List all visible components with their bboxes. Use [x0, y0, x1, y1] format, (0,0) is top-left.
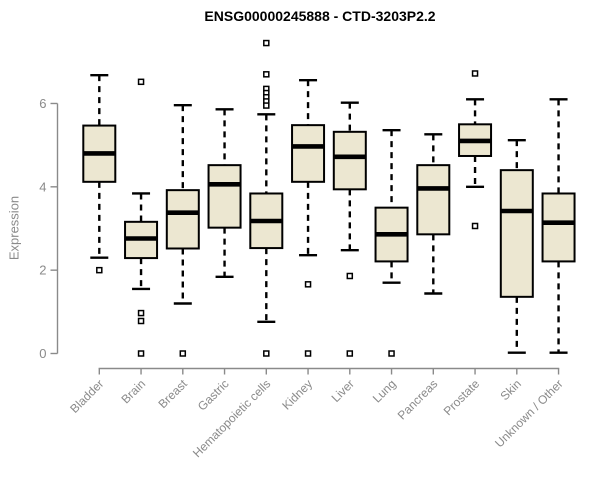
x-category-label: Gastric [195, 377, 232, 414]
outlier-point [388, 350, 395, 357]
iqr-box [165, 189, 200, 250]
x-category-label: Skin [498, 377, 524, 403]
outlier-point [263, 39, 270, 47]
outlier-point [471, 70, 479, 77]
outlier-point [304, 350, 312, 357]
outlier-point [137, 78, 145, 86]
x-category-label: Brain [118, 377, 148, 407]
iqr-box [332, 130, 367, 191]
outlier-point [137, 350, 145, 357]
y-tick-label: 4 [39, 179, 46, 194]
y-tick-label: 2 [39, 263, 46, 278]
y-tick-label: 0 [39, 346, 46, 361]
x-category-label: Breast [155, 376, 190, 411]
x-category-label: Hematopoietic cells [190, 377, 273, 460]
iqr-box [416, 164, 451, 236]
outlier-point [96, 266, 103, 274]
outlier-point [471, 222, 479, 230]
outlier-point [263, 102, 270, 109]
y-tick-label: 6 [39, 96, 46, 111]
outlier-point [346, 272, 354, 280]
x-category-label: Liver [329, 377, 357, 405]
x-category-label: Kidney [279, 377, 315, 413]
outlier-point [304, 281, 312, 288]
outlier-point [346, 350, 354, 357]
iqr-box [207, 164, 242, 229]
outlier-point [179, 350, 187, 357]
outlier-point [137, 309, 145, 317]
chart-title: ENSG00000245888 - CTD-3203P2.2 [204, 8, 436, 24]
outlier-point [263, 71, 270, 78]
iqr-box [541, 192, 576, 263]
iqr-box [499, 169, 534, 298]
x-category-label: Lung [370, 377, 399, 406]
outlier-point [137, 317, 145, 325]
x-category-label: Pancreas [395, 377, 441, 423]
x-category-label: Prostate [441, 377, 483, 419]
x-category-label: Bladder [67, 377, 106, 416]
outlier-point [263, 350, 270, 357]
iqr-box [291, 124, 326, 183]
